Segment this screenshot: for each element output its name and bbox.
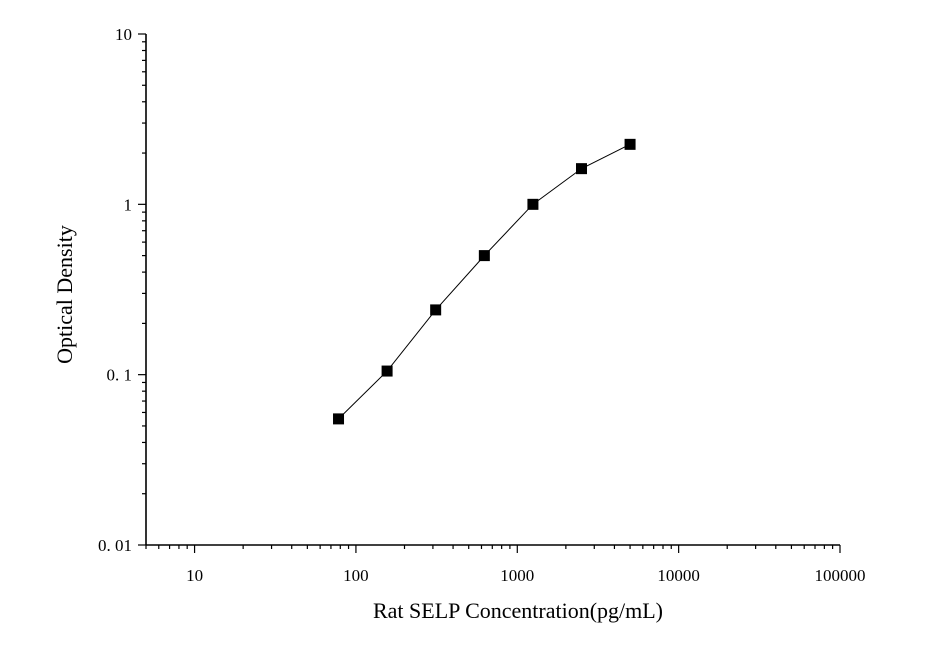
data-point: [624, 138, 636, 150]
x-tick-label: 100: [343, 566, 369, 585]
x-axis-title: Rat SELP Concentration(pg/mL): [373, 598, 663, 623]
y-tick-label: 0. 01: [98, 536, 132, 555]
data-point: [333, 413, 345, 425]
y-tick-label: 10: [115, 25, 132, 44]
series-line: [338, 143, 631, 420]
data-point: [430, 304, 442, 316]
y-tick-label: 1: [124, 195, 133, 214]
x-axis-ticks: 10 100 1000 10000 100000: [145, 545, 866, 585]
axes: [145, 34, 840, 546]
y-axis-ticks: 0. 01 0. 1 1 10: [98, 25, 146, 555]
data-point: [478, 250, 490, 262]
x-tick-label: 1000: [500, 566, 534, 585]
y-axis-title: Optical Density: [52, 225, 77, 364]
x-tick-label: 100000: [815, 566, 866, 585]
x-tick-label: 10000: [657, 566, 700, 585]
x-tick-label: 10: [186, 566, 203, 585]
series: [333, 138, 636, 425]
data-point: [575, 163, 587, 175]
y-tick-label: 0. 1: [107, 366, 133, 385]
data-point: [381, 365, 393, 377]
data-point: [527, 198, 539, 210]
